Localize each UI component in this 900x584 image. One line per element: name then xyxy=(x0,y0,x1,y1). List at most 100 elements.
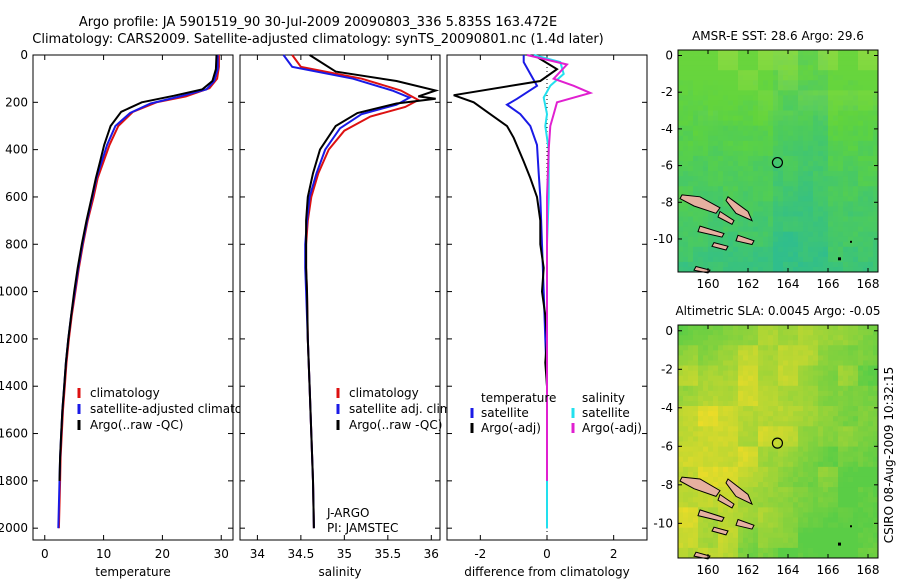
heat-cell xyxy=(783,400,789,407)
heat-cell xyxy=(698,411,704,417)
heat-cell xyxy=(753,246,759,253)
heat-cell xyxy=(808,166,814,172)
heat-cell xyxy=(798,390,804,397)
heat-cell xyxy=(678,471,684,478)
heat-cell xyxy=(738,552,744,559)
heat-cell xyxy=(843,451,849,458)
heat-cell xyxy=(688,335,694,341)
heat-cell xyxy=(853,507,859,513)
heat-cell xyxy=(813,60,819,66)
heat-cell xyxy=(863,400,869,407)
heat-cell xyxy=(803,95,809,101)
heat-cell xyxy=(838,115,844,122)
heat-cell xyxy=(678,547,684,554)
heat-cell xyxy=(803,390,809,397)
heat-cell xyxy=(813,365,819,371)
island xyxy=(725,478,753,506)
heat-cell xyxy=(763,552,769,559)
heat-cell xyxy=(763,380,769,387)
heat-cell xyxy=(733,345,739,351)
heat-cell xyxy=(728,261,734,268)
heat-cell xyxy=(813,390,819,397)
heat-cell xyxy=(798,325,804,331)
heat-cell xyxy=(863,196,869,202)
heat-cell xyxy=(783,365,789,371)
heat-cell xyxy=(823,105,829,111)
heat-cell xyxy=(788,517,794,523)
heat-cell xyxy=(713,55,719,61)
heat-cell xyxy=(778,502,784,508)
heat-cell xyxy=(738,241,744,248)
heat-cell xyxy=(853,246,859,253)
heat-cell xyxy=(693,100,699,106)
heat-cell xyxy=(728,65,734,71)
heat-cell xyxy=(763,155,769,162)
heat-cell xyxy=(813,441,819,447)
heat-cell xyxy=(828,552,834,559)
heat-cell xyxy=(753,85,759,91)
heat-cell xyxy=(828,145,834,152)
heat-cell xyxy=(788,130,794,137)
heat-cell xyxy=(773,125,779,132)
heat-cell xyxy=(713,330,719,336)
heat-cell xyxy=(838,527,844,534)
heat-cell xyxy=(868,161,874,167)
heat-cell xyxy=(783,140,789,147)
heat-cell xyxy=(733,161,739,167)
heat-cell xyxy=(723,80,729,86)
heat-cell xyxy=(763,50,769,56)
heat-cell xyxy=(678,80,684,86)
heat-cell xyxy=(788,166,794,172)
heat-cell xyxy=(818,492,824,498)
heat-cell xyxy=(833,441,839,447)
heat-cell xyxy=(723,145,729,152)
heat-cell xyxy=(698,537,704,544)
heat-cell xyxy=(858,497,864,503)
heat-cell xyxy=(698,325,704,331)
heat-cell xyxy=(728,380,734,387)
heat-cell xyxy=(738,456,744,463)
heat-cell xyxy=(798,451,804,458)
heat-cell xyxy=(768,400,774,407)
heat-cell xyxy=(683,416,689,422)
x-tick-label: 0 xyxy=(41,547,49,561)
heat-cell xyxy=(698,135,704,142)
heat-cell xyxy=(808,246,814,253)
heat-cell xyxy=(798,75,804,81)
heat-cell xyxy=(803,50,809,56)
heat-cell xyxy=(858,150,864,157)
heat-cell xyxy=(818,416,824,422)
heat-cell xyxy=(718,135,724,142)
heat-cell xyxy=(763,226,769,233)
heat-cell xyxy=(678,266,684,273)
heat-cell xyxy=(773,140,779,147)
heat-cell xyxy=(683,522,689,529)
heat-cell xyxy=(843,246,849,253)
heat-cell xyxy=(843,155,849,162)
heat-cell xyxy=(763,446,769,453)
heat-cell xyxy=(783,186,789,192)
heat-cell xyxy=(733,95,739,101)
heat-cell xyxy=(733,196,739,202)
island xyxy=(735,518,755,530)
heat-cell xyxy=(698,532,704,539)
heat-cell xyxy=(743,261,749,268)
heat-cell xyxy=(683,65,689,71)
heat-cell xyxy=(863,166,869,172)
heat-cell xyxy=(688,70,694,76)
heat-cell xyxy=(833,406,839,412)
heat-cell xyxy=(838,206,844,212)
heat-cell xyxy=(703,431,709,437)
heat-cell xyxy=(748,517,754,523)
heat-cell xyxy=(793,256,799,263)
heat-cell xyxy=(818,355,824,361)
heat-cell xyxy=(703,517,709,523)
heat-cell xyxy=(853,547,859,554)
heat-cell xyxy=(798,532,804,539)
heat-cell xyxy=(838,476,844,483)
heat-cell xyxy=(858,140,864,147)
heat-cell xyxy=(818,80,824,86)
heat-cell xyxy=(743,537,749,544)
heat-cell xyxy=(718,325,724,331)
heat-cell xyxy=(693,251,699,258)
